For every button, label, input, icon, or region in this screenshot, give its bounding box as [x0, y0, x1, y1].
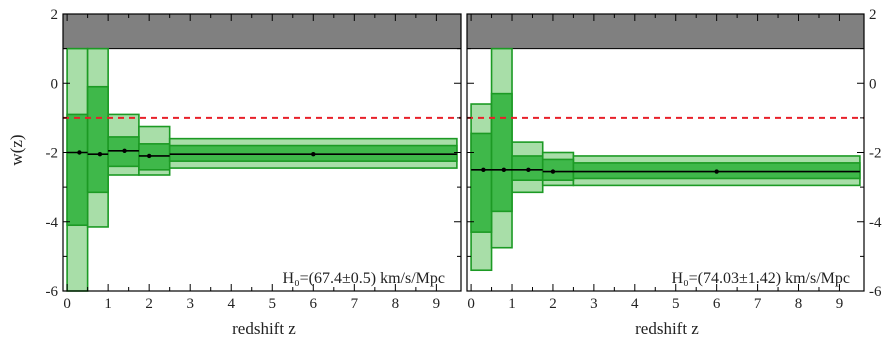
left-x-tick-label-2: 2	[145, 296, 153, 312]
left-data-point-1	[97, 152, 103, 157]
left-inner-band-0	[66, 113, 89, 227]
left-x-tick-label-0: 0	[63, 296, 71, 312]
left-y-tick-label-0: -6	[46, 284, 59, 300]
right-x-tick-label-9: 9	[836, 296, 844, 312]
right-y-tick-label-1: -4	[869, 215, 882, 231]
right-y-tick-label-3: 0	[869, 76, 877, 92]
right-x-tick-label-6: 6	[713, 296, 721, 312]
right-y-tick-label-0: -6	[869, 284, 882, 300]
left-data-point-3	[146, 153, 152, 159]
right-data-point-0	[481, 167, 486, 173]
left-y-tick-label-1: -4	[46, 215, 59, 231]
left-x-tick-label-3: 3	[186, 296, 194, 312]
right-x-tick-label-5: 5	[672, 296, 680, 312]
right-x-tick-label-4: 4	[631, 296, 639, 312]
left-x-axis-label: redshift z	[232, 319, 296, 338]
right-x-tick-label-1: 1	[508, 296, 516, 312]
right-lines	[467, 116, 864, 174]
right-annotation: H₀=(74.03±1.42) km/s/Mpc	[672, 270, 850, 287]
left-inner-band-1	[86, 85, 109, 194]
left-x-tick-label-1: 1	[104, 296, 112, 312]
left-x-tick-label-7: 7	[351, 296, 359, 312]
left-excluded-region	[62, 13, 462, 50]
right-x-tick-label-8: 8	[795, 296, 803, 312]
left-bands	[62, 13, 462, 292]
left-annotation: H₀=(67.4±0.5) km/s/Mpc	[283, 270, 445, 287]
chart-panel-left: 0 1 2 3 4 5 6 7 8 9 -6 -4 -2 0 2 H₀=(67.4±0.5) km/s/Mp…	[46, 7, 462, 338]
y-axis-label: w(z)	[7, 134, 26, 165]
left-lines	[63, 116, 461, 159]
left-inner-band-3	[138, 143, 171, 171]
left-axes: 0 1 2 3 4 5 6 7 8 9 -6 -4 -2 0 2	[46, 7, 462, 312]
right-bands	[466, 13, 865, 272]
left-x-tick-label-4: 4	[227, 296, 235, 312]
left-y-tick-label-4: 2	[51, 7, 59, 23]
chart-panel-right: 0 1 2 3 4 5 6 7 8 9 -6 -4 -2 0 2 H₀=(74.03±1.42) km/s/…	[466, 7, 882, 338]
right-x-tick-label-2: 2	[549, 296, 557, 312]
right-x-tick-label-7: 7	[754, 296, 762, 312]
right-inner-band-1	[490, 92, 513, 213]
right-y-tick-label-4: 2	[869, 7, 877, 23]
right-excluded-region	[466, 13, 865, 50]
right-data-point-1	[501, 167, 507, 173]
left-x-tick-label-5: 5	[269, 296, 277, 312]
right-data-point-2	[526, 167, 531, 173]
right-x-tick-label-3: 3	[590, 296, 598, 312]
right-axes: 0 1 2 3 4 5 6 7 8 9 -6 -4 -2 0 2	[466, 7, 882, 312]
left-y-tick-label-3: 0	[51, 76, 59, 92]
right-inner-band-0	[470, 132, 493, 233]
left-y-tick-label-2: -2	[46, 146, 59, 162]
left-x-tick-label-9: 9	[433, 296, 441, 312]
right-x-tick-label-0: 0	[467, 296, 475, 312]
left-data-point-2	[122, 148, 127, 153]
right-data-point-4	[714, 169, 719, 174]
right-y-tick-label-2: -2	[869, 146, 882, 162]
right-inner-band-3	[541, 158, 575, 182]
left-x-tick-label-6: 6	[310, 296, 318, 312]
left-x-tick-label-8: 8	[392, 296, 400, 312]
right-x-axis-label: redshift z	[635, 319, 699, 338]
left-data-point-4	[311, 152, 316, 157]
right-data-point-3	[550, 169, 556, 174]
left-data-point-0	[77, 150, 82, 155]
